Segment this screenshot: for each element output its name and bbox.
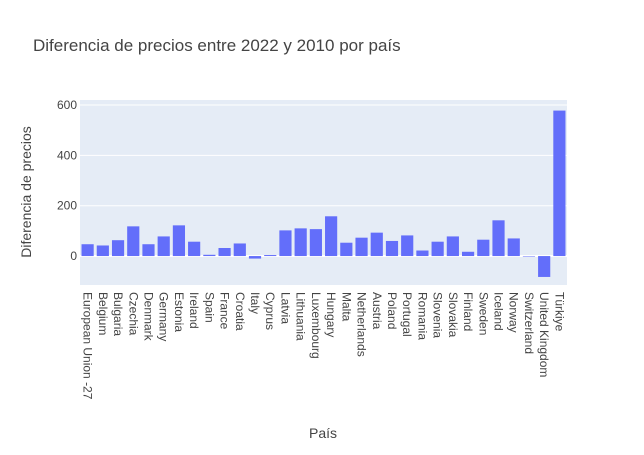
x-tick-label: Luxembourg [309, 292, 323, 359]
x-tick-label: Poland [385, 292, 399, 329]
bars-group [81, 110, 566, 277]
y-tick-label: 600 [57, 98, 77, 112]
x-tick-label: Finland [461, 292, 475, 331]
x-tick-label: Lithuania [294, 292, 308, 341]
bar[interactable] [538, 256, 551, 277]
bar[interactable] [431, 241, 444, 257]
bar[interactable] [553, 110, 566, 257]
x-tick-label: Cyprus [263, 292, 277, 330]
bar[interactable] [157, 236, 170, 257]
x-tick-label: Czechia [126, 292, 140, 336]
x-tick-label: Estonia [172, 292, 186, 332]
y-axis-label: Diferencia de precios [18, 126, 34, 258]
bar[interactable] [340, 242, 353, 257]
bar[interactable] [218, 248, 231, 257]
y-tick-label: 400 [57, 148, 77, 162]
bar[interactable] [477, 239, 490, 257]
x-tick-label: Malta [339, 292, 353, 322]
x-axis-label: País [309, 425, 337, 441]
bar[interactable] [233, 243, 246, 257]
x-tick-label: Austria [370, 292, 384, 330]
x-tick-labels: European Union -27 Belgium Bulgaria Czechia… [81, 292, 567, 400]
x-tick-label: Germany [157, 292, 171, 341]
bar[interactable] [401, 235, 414, 257]
bar[interactable] [188, 241, 201, 257]
chart-title: Diferencia de precios entre 2022 y 2010 … [33, 36, 401, 55]
x-tick-label: Portugal [400, 292, 414, 337]
y-tick-label: 0 [70, 249, 77, 263]
bar[interactable] [355, 237, 368, 257]
x-tick-label: France [218, 292, 232, 330]
bar[interactable] [507, 238, 520, 257]
x-tick-label: Norway [507, 292, 521, 333]
x-tick-label: Slovakia [446, 292, 460, 338]
bar[interactable] [203, 254, 216, 257]
bar[interactable] [279, 230, 292, 257]
x-tick-label: Ireland [187, 292, 201, 329]
x-tick-label: Romania [415, 292, 429, 340]
x-tick-label: Latvia [278, 292, 292, 324]
bar[interactable] [370, 232, 383, 257]
x-tick-label: Slovenia [431, 292, 445, 338]
bar[interactable] [492, 220, 505, 257]
bar[interactable] [385, 240, 399, 257]
x-tick-label: Bulgaria [111, 292, 125, 336]
x-tick-label: Türkiye [552, 292, 566, 332]
x-tick-label: Italy [248, 292, 262, 314]
x-tick-label: Switzerland [522, 292, 536, 354]
bar[interactable] [81, 244, 94, 257]
x-tick-label: Iceland [492, 292, 506, 331]
plot-area [80, 100, 567, 285]
bar[interactable] [309, 229, 322, 257]
bar[interactable] [416, 250, 429, 257]
x-tick-label: Denmark [141, 292, 155, 342]
bar[interactable] [461, 251, 475, 257]
y-tick-labels: 0 200 400 600 [57, 98, 77, 263]
x-tick-label: United Kingdom [537, 292, 551, 377]
bar[interactable] [446, 236, 459, 257]
x-tick-label: European Union -27 [81, 292, 95, 400]
bar[interactable] [264, 255, 277, 257]
x-tick-label: Hungary [324, 292, 338, 337]
bar[interactable] [325, 216, 338, 257]
bar[interactable] [522, 256, 536, 257]
x-tick-label: Sweden [476, 292, 490, 335]
bar[interactable] [127, 226, 140, 257]
bar[interactable] [172, 225, 186, 257]
bar[interactable] [111, 240, 125, 257]
x-tick-label: Spain [202, 292, 216, 323]
x-tick-label: Belgium [96, 292, 110, 335]
bar[interactable] [294, 228, 307, 257]
x-tick-label: Croatia [233, 292, 247, 331]
bar[interactable] [248, 256, 262, 259]
x-tick-label: Netherlands [355, 292, 369, 357]
bar[interactable] [142, 244, 155, 257]
y-tick-label: 200 [57, 199, 77, 213]
bar[interactable] [96, 245, 109, 257]
